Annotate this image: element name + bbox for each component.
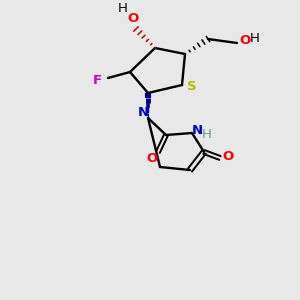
- Text: F: F: [92, 74, 102, 86]
- Text: S: S: [187, 80, 197, 92]
- Text: O: O: [146, 152, 158, 166]
- Text: H: H: [202, 128, 212, 140]
- Text: N: N: [137, 106, 148, 119]
- Text: O: O: [239, 34, 250, 47]
- Text: O: O: [128, 11, 139, 25]
- Text: H: H: [118, 2, 128, 16]
- Text: H: H: [250, 32, 260, 46]
- Text: O: O: [222, 151, 234, 164]
- Text: N: N: [191, 124, 203, 136]
